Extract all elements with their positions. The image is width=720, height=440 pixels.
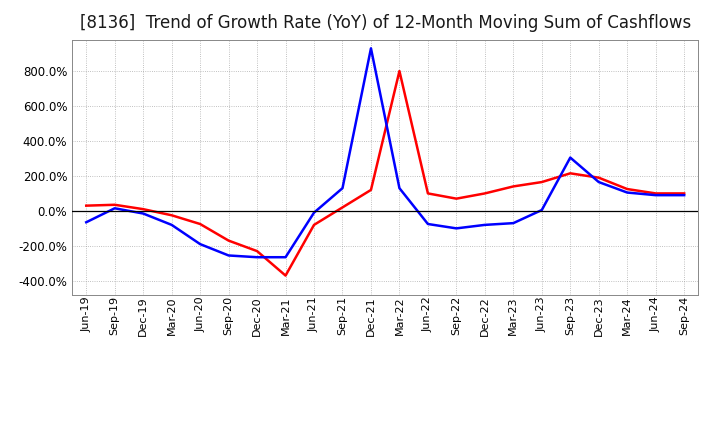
Free Cashflow (167, 222, 176, 227)
Operating Cashflow (196, 221, 204, 227)
Operating Cashflow (680, 191, 688, 196)
Operating Cashflow (537, 180, 546, 185)
Line: Operating Cashflow: Operating Cashflow (86, 71, 684, 275)
Operating Cashflow (167, 213, 176, 218)
Free Cashflow (652, 193, 660, 198)
Operating Cashflow (480, 191, 489, 196)
Free Cashflow (82, 220, 91, 225)
Operating Cashflow (423, 191, 432, 196)
Operating Cashflow (509, 184, 518, 189)
Operating Cashflow (253, 249, 261, 254)
Operating Cashflow (652, 191, 660, 196)
Free Cashflow (366, 46, 375, 51)
Operating Cashflow (366, 187, 375, 193)
Free Cashflow (395, 186, 404, 191)
Free Cashflow (566, 155, 575, 160)
Operating Cashflow (310, 222, 318, 227)
Operating Cashflow (395, 69, 404, 74)
Operating Cashflow (623, 187, 631, 192)
Title: [8136]  Trend of Growth Rate (YoY) of 12-Month Moving Sum of Cashflows: [8136] Trend of Growth Rate (YoY) of 12-… (80, 15, 690, 33)
Operating Cashflow (110, 202, 119, 207)
Free Cashflow (595, 180, 603, 185)
Operating Cashflow (139, 206, 148, 212)
Free Cashflow (537, 207, 546, 213)
Operating Cashflow (338, 205, 347, 210)
Operating Cashflow (452, 196, 461, 202)
Free Cashflow (139, 211, 148, 216)
Free Cashflow (480, 222, 489, 227)
Free Cashflow (452, 226, 461, 231)
Operating Cashflow (82, 203, 91, 208)
Legend: Operating Cashflow, Free Cashflow: Operating Cashflow, Free Cashflow (215, 434, 556, 440)
Free Cashflow (110, 205, 119, 211)
Free Cashflow (310, 210, 318, 215)
Line: Free Cashflow: Free Cashflow (86, 48, 684, 257)
Free Cashflow (196, 242, 204, 247)
Operating Cashflow (225, 238, 233, 243)
Free Cashflow (509, 220, 518, 226)
Free Cashflow (338, 186, 347, 191)
Free Cashflow (423, 221, 432, 227)
Free Cashflow (225, 253, 233, 258)
Operating Cashflow (282, 273, 290, 278)
Free Cashflow (253, 255, 261, 260)
Free Cashflow (282, 255, 290, 260)
Operating Cashflow (566, 171, 575, 176)
Operating Cashflow (595, 175, 603, 180)
Free Cashflow (680, 193, 688, 198)
Free Cashflow (623, 190, 631, 195)
